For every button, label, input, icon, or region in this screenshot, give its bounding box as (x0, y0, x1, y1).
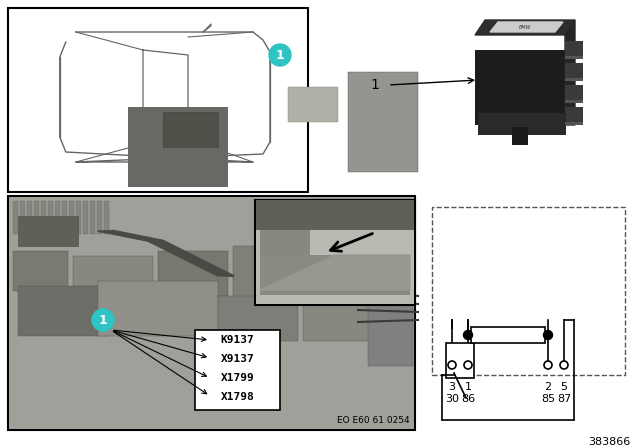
Bar (8, 8, 308, 192)
Bar (260, 255, 410, 295)
Circle shape (92, 309, 114, 331)
Bar (256, 200, 414, 230)
Bar (83, 201, 88, 234)
Bar (76, 201, 81, 234)
Circle shape (543, 331, 552, 340)
Polygon shape (565, 20, 575, 125)
Circle shape (544, 361, 552, 369)
Bar (478, 113, 566, 135)
Polygon shape (490, 22, 563, 32)
Bar (565, 122, 583, 125)
Circle shape (463, 331, 472, 340)
Bar (446, 343, 474, 378)
Bar (255, 200, 415, 305)
Bar (73, 256, 153, 286)
Bar (27, 201, 32, 234)
Circle shape (464, 361, 472, 369)
Bar (256, 201, 414, 304)
Circle shape (448, 361, 456, 369)
Bar (48, 201, 53, 234)
Bar (195, 330, 280, 410)
Bar (62, 201, 67, 234)
Circle shape (560, 361, 568, 369)
Polygon shape (260, 255, 410, 290)
Bar (348, 72, 418, 172)
Text: 87: 87 (557, 394, 571, 404)
Bar (158, 251, 228, 296)
Bar (565, 107, 583, 125)
Bar (288, 87, 338, 122)
Text: 30: 30 (445, 394, 459, 404)
Bar (97, 201, 102, 234)
Bar (260, 230, 310, 255)
Bar (565, 56, 583, 59)
Text: 5: 5 (561, 382, 568, 392)
Text: X9137: X9137 (221, 354, 254, 364)
Bar (55, 201, 60, 234)
Text: 1: 1 (371, 78, 380, 92)
Bar (18, 286, 108, 336)
Bar (471, 327, 545, 343)
Bar (34, 201, 39, 234)
Text: 86: 86 (461, 394, 475, 404)
Bar (9, 197, 414, 429)
Bar (13, 251, 68, 291)
Text: 3: 3 (449, 382, 456, 392)
Bar (432, 207, 625, 375)
Bar (98, 281, 218, 336)
Text: 1: 1 (276, 48, 284, 61)
Bar (565, 100, 583, 103)
Bar (8, 196, 415, 430)
Bar (104, 201, 109, 234)
Text: X1799: X1799 (221, 373, 254, 383)
Bar (128, 107, 228, 187)
Bar (69, 201, 74, 234)
Text: BMW: BMW (519, 25, 531, 30)
Bar (90, 201, 95, 234)
Circle shape (269, 44, 291, 66)
Bar (41, 201, 46, 234)
Text: X1798: X1798 (221, 392, 254, 402)
Bar (303, 276, 373, 341)
Bar (565, 63, 583, 81)
Bar (233, 246, 293, 301)
Bar (512, 127, 528, 145)
Text: 85: 85 (541, 394, 555, 404)
Bar (20, 201, 25, 234)
Bar (18, 216, 78, 246)
Bar (163, 112, 218, 147)
Bar (368, 286, 413, 366)
Bar (565, 78, 583, 81)
Bar (13, 201, 18, 234)
Text: EO E60 61 0254: EO E60 61 0254 (337, 416, 410, 425)
Bar (565, 85, 583, 103)
Bar (218, 296, 298, 341)
Polygon shape (475, 20, 575, 35)
Bar (475, 50, 565, 125)
Text: 2: 2 (545, 382, 552, 392)
Text: 1: 1 (99, 314, 108, 327)
Text: K9137: K9137 (221, 335, 254, 345)
Text: 383866: 383866 (588, 437, 630, 447)
Bar (565, 41, 583, 59)
Text: 1: 1 (465, 382, 472, 392)
